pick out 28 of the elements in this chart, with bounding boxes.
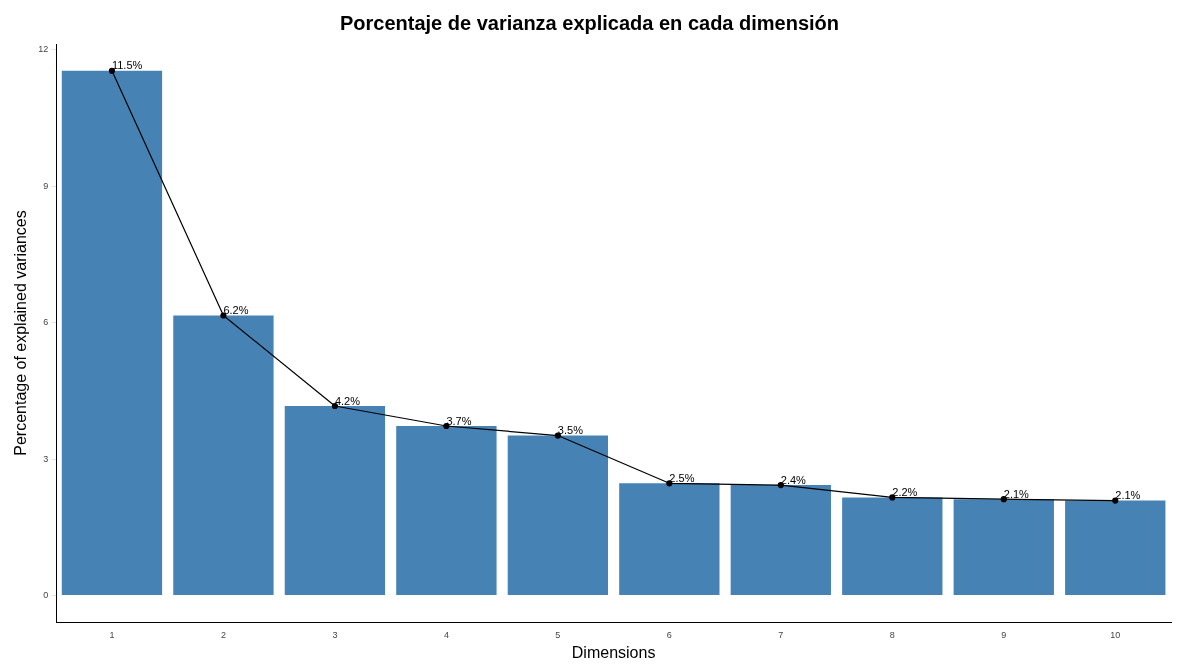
data-label: 3.7%	[446, 414, 472, 427]
y-tick-label: 6	[43, 317, 49, 328]
x-tick-label: 6	[666, 629, 672, 640]
chart-title: Porcentaje de varianza explicada en cada dimensión	[339, 11, 840, 34]
x-tick-label: 5	[555, 629, 561, 640]
y-axis-title: Percentage of explained variances	[12, 210, 30, 456]
y-tick-label: 0	[43, 590, 49, 601]
y-tick-label: 9	[43, 180, 49, 191]
data-label: 2.5%	[669, 471, 695, 484]
y-tick-label: 3	[43, 453, 49, 464]
x-tick-label: 9	[1001, 629, 1007, 640]
data-label: 2.1%	[1003, 487, 1030, 500]
data-label: 6.2%	[223, 304, 249, 317]
x-tick-label: 2	[220, 629, 226, 640]
data-label: 4.2%	[334, 394, 361, 407]
x-tick-label: 8	[889, 629, 895, 640]
data-label: 2.1%	[1115, 489, 1141, 502]
data-label: 3.5%	[557, 424, 584, 437]
y-tick-label: 12	[38, 44, 49, 55]
x-tick-label: 3	[332, 629, 338, 640]
x-tick-label: 10	[1110, 629, 1121, 640]
data-label: 2.4%	[780, 473, 807, 486]
x-axis-title: Dimensions	[571, 643, 656, 661]
data-label: 11.5%	[111, 59, 143, 72]
x-tick-label: 4	[443, 629, 449, 640]
x-tick-label: 1	[109, 629, 115, 640]
data-label: 2.2%	[892, 485, 918, 498]
x-tick-label: 7	[778, 629, 784, 640]
